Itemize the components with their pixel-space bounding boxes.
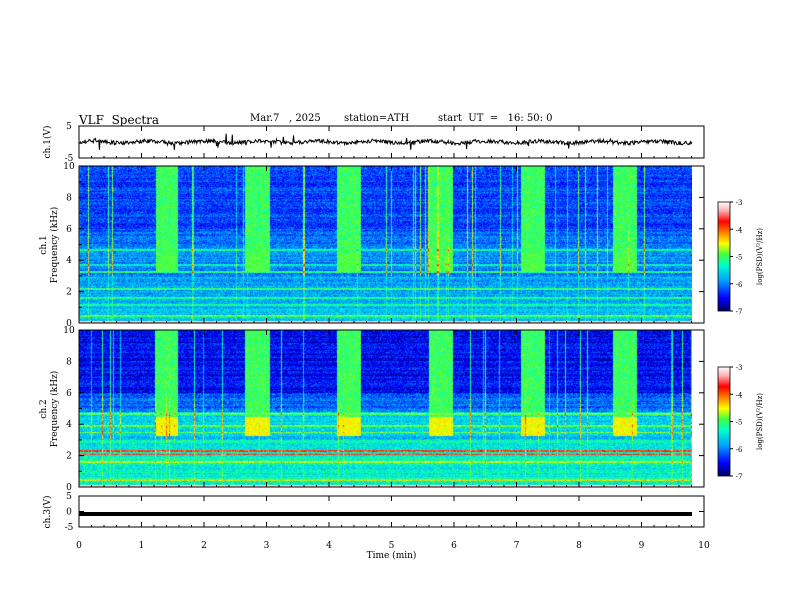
colorbar-tick-label: -4 (736, 391, 743, 399)
colorbar-tick-label: -6 (736, 281, 743, 289)
y-tick-label: 4 (66, 256, 72, 266)
x-tick-label: 0 (76, 541, 82, 551)
x-tick-label: 9 (639, 541, 645, 551)
chart-title: VLF Spectra (79, 113, 160, 127)
y-tick-label: 0 (66, 483, 72, 493)
spectrogram-image-ch2 (79, 330, 692, 487)
y-tick-label: 10 (63, 162, 75, 172)
y-tick-label: 0 (66, 319, 72, 329)
ch1-ylabel: ch.1(V) (42, 126, 53, 159)
y-tick-label: 6 (66, 389, 72, 399)
x-tick-label: 2 (201, 541, 207, 551)
colorbar-1 (717, 201, 731, 312)
colorbar-tick-label: -7 (736, 308, 743, 316)
y-tick-label: 2 (66, 288, 72, 298)
ch1-waveform-line (78, 133, 693, 151)
colorbar-tick-label: -5 (736, 419, 743, 427)
colorbar-tick-label: -5 (736, 254, 743, 262)
x-tick-label: 1 (139, 541, 145, 551)
start-time-label: start UT = 16: 50: 0 (438, 113, 553, 124)
ch2-spec-ylabel-channel: ch.2 (39, 399, 49, 418)
x-tick-label: 7 (514, 541, 520, 551)
ch1-spec-ylabel: Frequency (kHz) (49, 207, 60, 284)
y-tick-label: 4 (66, 420, 72, 430)
y-tick-label: 2 (66, 452, 72, 462)
colorbar-tick-label: -3 (736, 199, 743, 207)
ch3-ylabel: ch.3(V) (42, 496, 53, 529)
ch1-spec-ylabel-channel: ch.1 (39, 235, 49, 254)
y-tick-label: 5 (66, 492, 72, 502)
x-tick-label: 6 (451, 541, 457, 551)
colorbar-tick-label: -4 (736, 226, 743, 234)
spectrogram-image-ch1 (79, 166, 692, 323)
y-tick-label: 0 (66, 508, 72, 518)
x-tick-label: 4 (326, 541, 332, 551)
colorbar-tick-label: -3 (736, 364, 743, 372)
x-tick-label: 8 (576, 541, 582, 551)
colorbar-tick-label: -7 (736, 473, 743, 481)
colorbar-2 (717, 366, 731, 477)
date-label: Mar.7 , 2025 (250, 113, 321, 124)
colorbar-title: log(PSD)(V²/Hz) (756, 228, 764, 285)
colorbar-title: log(PSD)(V²/Hz) (756, 393, 764, 450)
y-tick-label: -5 (65, 154, 74, 164)
ch2-spec-ylabel: Frequency (kHz) (49, 371, 60, 448)
y-tick-label: 8 (66, 357, 72, 367)
x-tick-label: 5 (389, 541, 395, 551)
colorbar-tick-label: -6 (736, 446, 743, 454)
y-tick-label: 10 (63, 326, 75, 336)
y-tick-label: -5 (65, 523, 74, 533)
station-label: station=ATH (344, 113, 410, 124)
y-tick-label: 8 (66, 193, 72, 203)
y-tick-label: 5 (66, 122, 72, 132)
y-tick-label: 6 (66, 225, 72, 235)
x-tick-label: 3 (264, 541, 270, 551)
x-axis-title: Time (min) (367, 550, 417, 561)
x-tick-label: 10 (698, 541, 710, 551)
